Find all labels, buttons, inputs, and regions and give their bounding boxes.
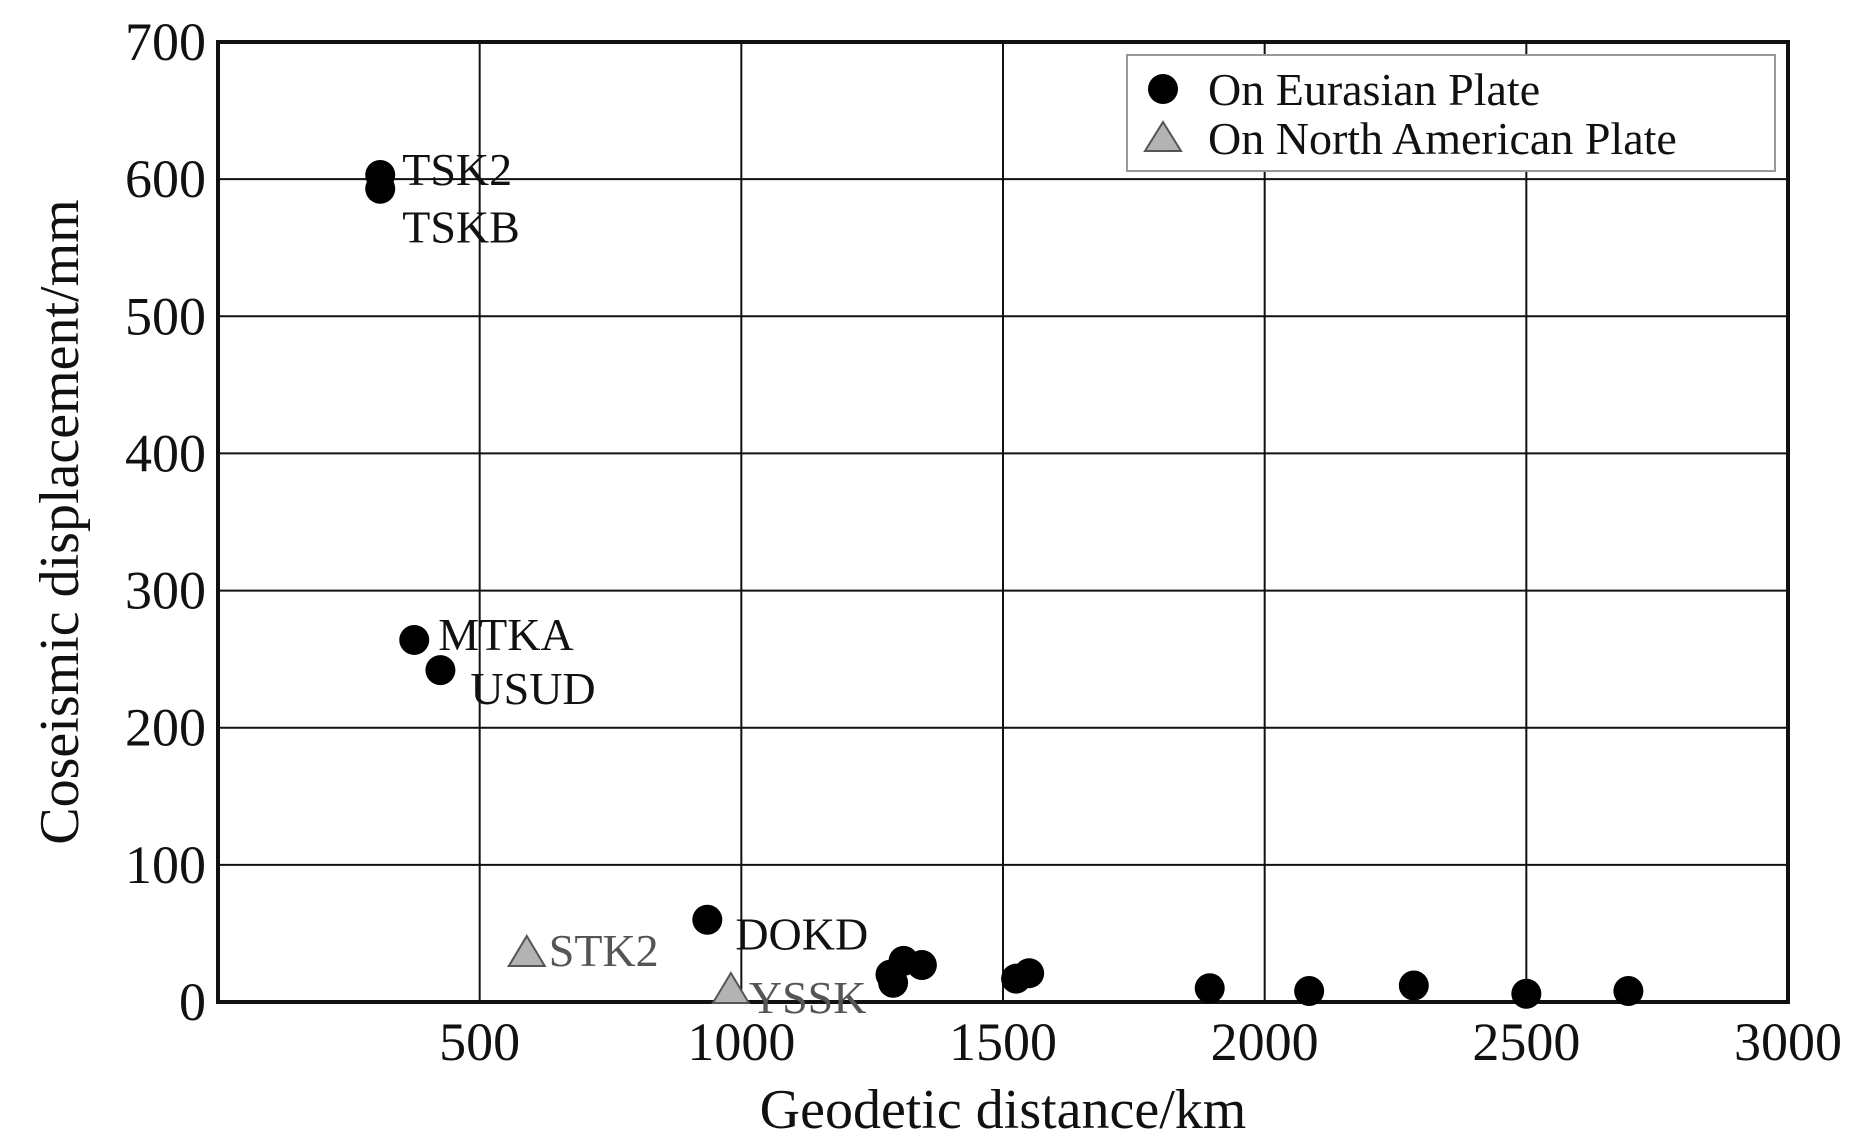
x-tick-label-2500: 2500 [1472,1012,1580,1072]
point-s0-14 [1511,978,1542,1009]
x-tick-label-2000: 2000 [1211,1012,1319,1072]
y-tick-label-500: 500 [125,286,206,346]
tick-labels: 500 1000 1500 2000 2500 3000 0 100 200 300 400 500 6… [125,12,1842,1072]
x-tick-label-3000: 3000 [1734,1012,1842,1072]
point-label-usud: USUD [470,663,595,714]
point-yssk [711,971,751,1005]
point-label-mtka: MTKA [438,609,573,660]
y-tick-label-100: 100 [125,835,206,895]
x-tick-label-1000: 1000 [687,1012,795,1072]
y-tick-label-300: 300 [125,561,206,621]
point-s0-12 [1294,976,1325,1007]
y-tick-label-0: 0 [179,972,206,1032]
legend: On Eurasian Plate On North American Plat… [1126,54,1776,172]
point-label-tsk2: TSK2 [402,144,512,195]
point-label-dokd: DOKD [735,909,868,960]
plot-frame [216,40,1790,1004]
x-tick-label-500: 500 [439,1012,520,1072]
x-tick-label-1500: 1500 [949,1012,1057,1072]
y-tick-label-400: 400 [125,423,206,483]
legend-box [1126,54,1776,172]
y-tick-label-700: 700 [125,12,206,72]
point-label-tskb: TSKB [402,202,520,253]
point-s0-13 [1398,970,1429,1001]
data-points [365,160,1644,1009]
point-tskb [365,173,396,204]
y-tick-label-600: 600 [125,149,206,209]
point-stk2 [507,934,547,967]
point-mtka [399,624,430,655]
point-s0-11 [1194,973,1225,1004]
point-s0-8 [906,949,937,980]
point-s0-10 [1014,958,1045,989]
point-label-yssk: YSSK [749,972,867,1023]
y-tick-label-200: 200 [125,698,206,758]
point-dokd [692,904,723,935]
legend-label-eurasian: On Eurasian Plate [1208,64,1540,115]
legend-marker-eurasian [1148,74,1178,104]
legend-label-north-american: On North American Plate [1208,113,1677,164]
point-usud [425,655,456,686]
x-axis-label: Geodetic distance/km [760,1079,1247,1141]
point-label-stk2: STK2 [549,925,659,976]
point-s0-15 [1613,976,1644,1007]
legend-marker-north-american [1143,120,1183,152]
y-axis-label: Coseismic displacement/mm [29,199,91,844]
